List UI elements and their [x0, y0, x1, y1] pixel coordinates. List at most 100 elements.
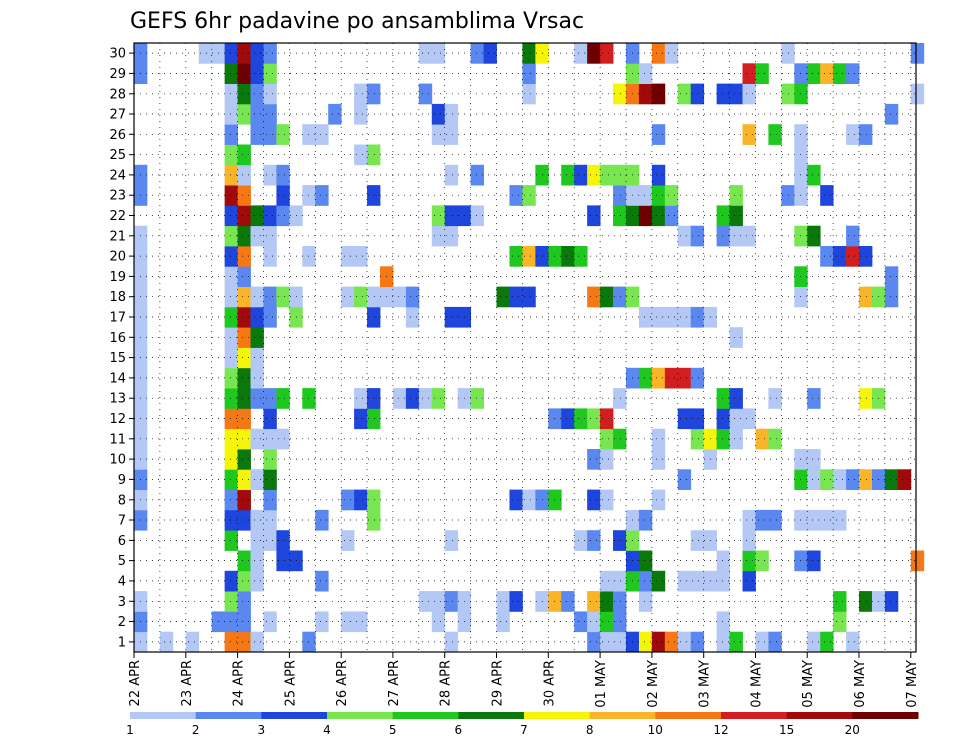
heatmap-cell	[263, 408, 277, 430]
heatmap-cell	[807, 63, 821, 84]
heatmap-cell	[742, 509, 756, 531]
heatmap-cell	[600, 591, 614, 612]
heatmap-cell	[651, 124, 666, 145]
heatmap-cell	[250, 124, 264, 145]
heatmap-cell	[910, 550, 925, 572]
heatmap-cell	[613, 83, 627, 105]
heatmap-cell	[444, 103, 459, 125]
heatmap-cell	[237, 611, 251, 633]
heatmap-cell	[276, 550, 290, 572]
heatmap-cell	[651, 185, 666, 206]
colorbar-label: 4	[323, 723, 331, 737]
heatmap-cell	[561, 164, 575, 186]
heatmap-cell	[820, 185, 834, 206]
heatmap-cell	[742, 83, 756, 105]
heatmap-cell	[237, 63, 251, 84]
heatmap-cell	[237, 286, 251, 308]
heatmap-cell	[237, 489, 251, 511]
heatmap-cell	[600, 570, 614, 592]
heatmap-cell	[638, 185, 653, 206]
colorbar-label: 1	[126, 723, 134, 737]
heatmap-cell	[224, 43, 238, 64]
colorbar-swatch	[786, 712, 853, 719]
colorbar-label: 5	[389, 723, 397, 737]
heatmap-cell	[755, 428, 769, 450]
heatmap-cell	[224, 306, 238, 328]
heatmap-cell	[884, 103, 899, 125]
x-tick-label: 26 APR	[335, 660, 350, 706]
heatmap-cell	[237, 509, 251, 531]
heatmap-cell	[431, 225, 446, 247]
heatmap-cell	[690, 570, 705, 592]
heatmap-cell	[846, 469, 860, 490]
heatmap-cell	[574, 246, 588, 267]
heatmap-cell	[367, 185, 381, 206]
heatmap-cell	[237, 347, 251, 369]
heatmap-cell	[755, 63, 769, 84]
heatmap-cell	[250, 570, 264, 592]
heatmap-cell	[742, 550, 756, 572]
heatmap-cell	[315, 611, 329, 633]
heatmap-cell	[250, 43, 264, 64]
heatmap-cell	[405, 306, 420, 328]
heatmap-cell	[600, 449, 614, 470]
heatmap-cell	[807, 449, 821, 470]
heatmap-cell	[470, 205, 484, 227]
heatmap-cell	[237, 164, 251, 186]
heatmap-cell	[198, 43, 213, 64]
y-tick-label: 23	[109, 189, 126, 204]
heatmap-cell	[651, 428, 666, 450]
heatmap-cell	[820, 469, 834, 490]
heatmap-cell	[509, 246, 523, 267]
heatmap-cell	[690, 631, 705, 653]
heatmap-cell	[263, 225, 277, 247]
heatmap-cell	[742, 570, 756, 592]
heatmap-cell	[729, 388, 743, 409]
heatmap-cell	[638, 83, 653, 105]
heatmap-cell	[250, 286, 264, 308]
heatmap-cell	[237, 591, 251, 612]
heatmap-cell	[470, 43, 484, 64]
x-tick-label: 01 MAY	[594, 660, 609, 708]
colorbar-label: 8	[586, 723, 594, 737]
heatmap-cell	[820, 509, 834, 531]
heatmap-cell	[768, 509, 782, 531]
heatmap-cell	[690, 408, 705, 430]
heatmap-cell	[833, 509, 847, 531]
heatmap-cell	[716, 631, 730, 653]
x-tick-label: 06 MAY	[853, 660, 868, 708]
heatmap-cell	[677, 306, 692, 328]
y-tick-label: 5	[118, 554, 126, 569]
heatmap-cell	[638, 63, 653, 84]
heatmap-cell	[237, 550, 251, 572]
heatmap-cell	[716, 83, 730, 105]
y-tick-label: 19	[109, 270, 126, 285]
heatmap-cell	[522, 43, 536, 64]
heatmap-cell	[224, 591, 238, 612]
y-tick-label: 1	[118, 635, 126, 650]
heatmap-cell	[859, 591, 873, 612]
x-tick-label: 03 MAY	[698, 660, 713, 708]
heatmap-cell	[638, 367, 653, 389]
heatmap-cell	[587, 449, 601, 470]
heatmap-cell	[354, 388, 368, 409]
heatmap-cell	[341, 611, 355, 633]
heatmap-cell	[431, 103, 446, 125]
y-tick-label: 22	[109, 209, 126, 224]
heatmap-cell	[884, 591, 899, 612]
heatmap-cell	[237, 327, 251, 348]
heatmap-cell	[509, 489, 523, 511]
heatmap-cell	[716, 225, 730, 247]
heatmap-cell	[613, 611, 627, 633]
heatmap-cell	[638, 570, 653, 592]
heatmap-cell	[587, 530, 601, 551]
x-tick-label: 23 APR	[180, 660, 195, 706]
heatmap-cell	[418, 43, 433, 64]
heatmap-cell	[354, 489, 368, 511]
y-tick-label: 6	[118, 534, 126, 549]
heatmap-cell	[367, 388, 381, 409]
heatmap-cell	[613, 530, 627, 551]
heatmap-cell	[224, 408, 238, 430]
heatmap-cell	[237, 388, 251, 409]
colorbar-swatch	[458, 712, 525, 719]
